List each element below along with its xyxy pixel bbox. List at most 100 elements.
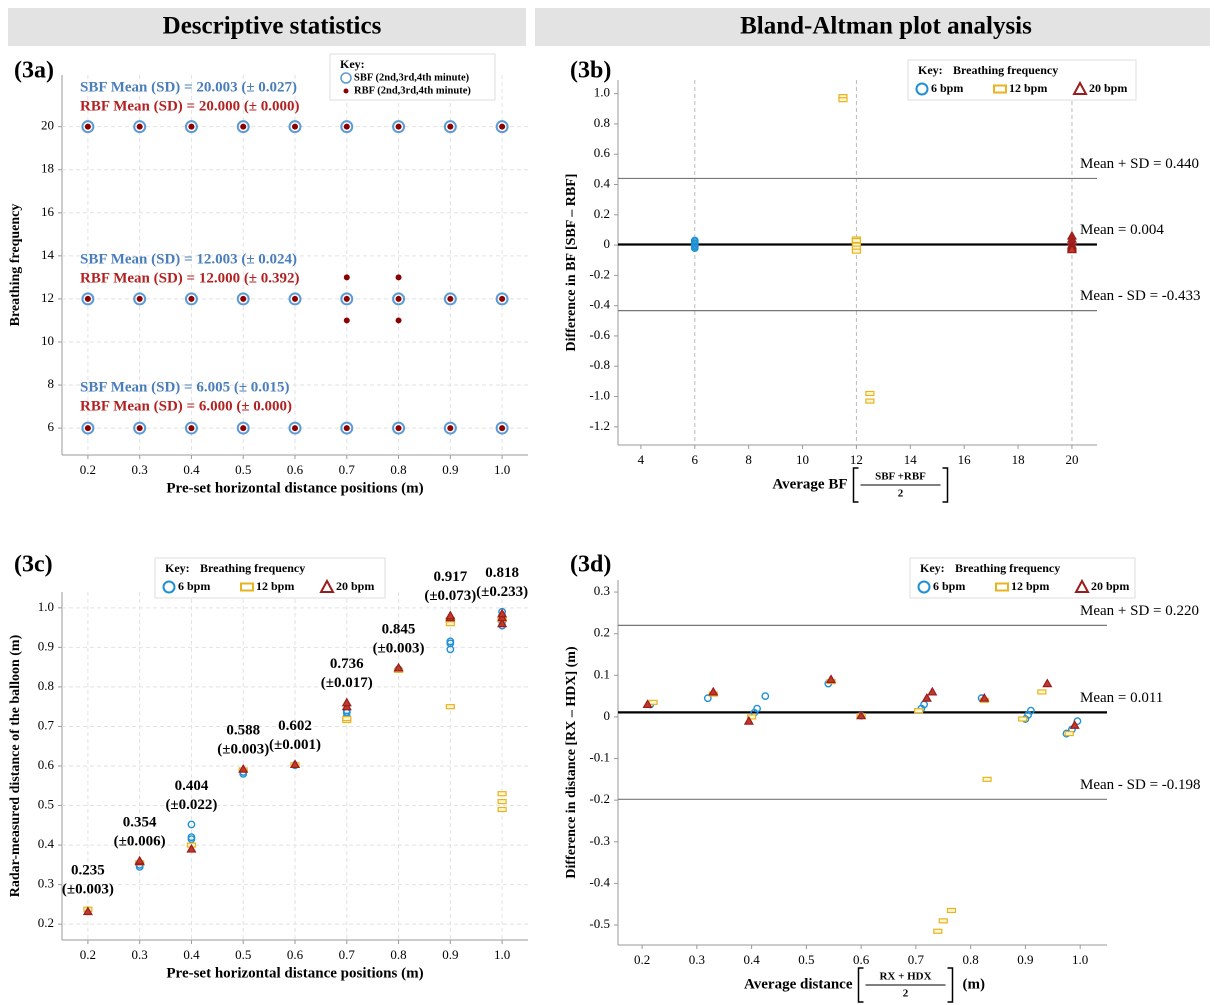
y-tick-label: 16 [41,204,55,219]
y-axis-label: Difference in distance [RX – HDX] (m) [564,646,579,879]
point [708,686,719,696]
sd-label: (±0.073) [424,588,476,604]
legend-label: 12 bpm [1011,579,1049,593]
point [933,928,943,934]
point [188,425,195,432]
point [395,425,402,432]
x-axis-label: Average BF [772,476,847,492]
y-tick-label: 0.8 [38,678,54,693]
y-tick-label: -0.4 [589,297,610,312]
point [865,390,875,397]
x-tick-label: 10 [796,452,809,467]
y-tick-label: -0.4 [589,874,610,889]
x-tick-label: 0.2 [634,952,650,967]
point [856,710,867,720]
point [982,776,992,782]
legend-title: Key: [340,57,365,71]
point [395,274,402,281]
point [851,248,862,254]
legend-box [907,59,1137,101]
legend-label: 6 bpm [933,579,965,593]
legend-marker [340,72,352,84]
y-tick-label: 0.6 [594,145,611,160]
x-axis-label: Pre-set horizontal distance positions (m… [166,480,423,496]
point [1018,716,1028,722]
legend-label: 20 bpm [336,579,374,593]
x-tick-label: 0.8 [963,952,979,967]
sd-label: (±0.022) [165,797,217,813]
y-tick-label: 0 [604,708,611,723]
annotation: SBF Mean (SD) = 12.003 (± 0.024) [80,251,297,267]
point [288,421,302,435]
annotation: RBF Mean (SD) = 12.000 (± 0.392) [80,270,300,286]
y-tick-label: -0.8 [589,357,610,372]
legend-title: Key: [165,561,190,575]
mean-label: 0.235 [71,863,105,879]
point [761,692,770,701]
y-tick-label: -0.2 [589,791,610,806]
panel-label: (3c) [14,552,53,578]
y-tick-label: 0.5 [38,797,54,812]
x-tick-label: 0.8 [390,947,406,962]
legend-label: RBF (2nd,3rd,4th minute) [354,85,471,96]
point [133,292,147,306]
point [84,123,91,130]
point [499,425,506,432]
point [340,120,354,134]
y-tick-label: 0.8 [594,115,610,130]
legend-label: 6 bpm [931,81,963,95]
line-label: Mean = 0.004 [1080,222,1164,238]
point [392,292,406,306]
point [292,295,298,302]
point [393,662,404,672]
point [446,637,455,646]
line-label: Mean + SD = 0.440 [1080,156,1199,172]
point [292,425,298,432]
legend-marker [995,582,1009,592]
sd-label: (±0.003) [373,640,425,656]
point [1026,706,1035,715]
mean-label: 0.404 [175,778,209,794]
y-tick-label: 10 [41,333,54,348]
point [341,697,352,707]
point [927,686,938,696]
point [187,820,196,829]
header-title: Descriptive statistics [163,13,382,40]
y-tick-label: 0.2 [594,206,610,221]
y-axis-label: Radar-measured distance of the balloon (… [8,634,23,897]
legend-marker [915,82,929,96]
point [443,292,457,306]
point [84,295,91,302]
point [240,295,247,302]
point [240,123,247,130]
mean-label: 0.354 [123,814,157,830]
bracket [852,467,949,503]
y-tick-label: 0.6 [38,757,55,772]
point [851,237,862,244]
legend-marker [1072,80,1088,95]
x-axis-label: Average distance [744,976,853,992]
point [648,699,658,705]
header-title: Bland-Altman plot analysis [740,13,1032,40]
point [445,704,455,710]
mean-label: 0.818 [485,565,519,581]
point [914,708,924,714]
x-tick-label: 14 [904,452,918,467]
line-label: Mean - SD = -0.433 [1080,288,1201,304]
x-tick-label: 0.4 [743,952,760,967]
mean-label: 0.736 [330,656,364,672]
mean-label: 0.917 [433,569,467,585]
legend-marker [319,578,335,593]
mean-label: 0.602 [278,718,312,734]
legend-title: Key: [918,63,943,77]
x-tick-label: 0.6 [853,952,870,967]
point [288,292,302,306]
x-tick-label: 0.6 [287,462,304,477]
panel-label: (3d) [570,552,611,578]
point [447,425,454,432]
y-tick-label: 1.0 [594,85,610,100]
legend-marker [993,84,1007,94]
y-tick-label: 0.3 [38,876,54,891]
legend-subtitle: Breathing frequency [955,561,1060,575]
y-axis-label: Difference in BF [SBF – RBF] [564,174,579,352]
